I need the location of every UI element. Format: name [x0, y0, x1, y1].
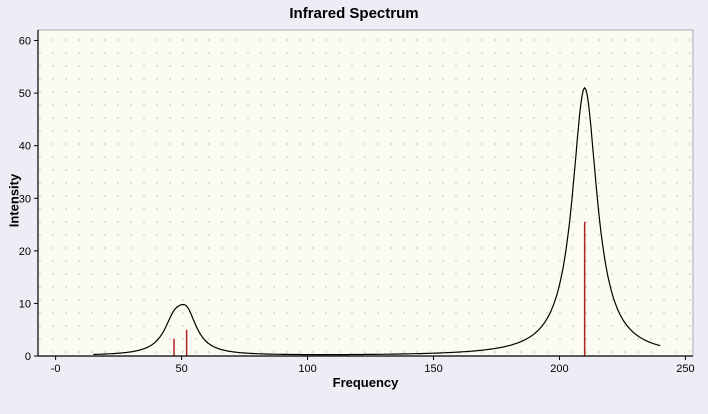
y-tick-label: 0	[25, 351, 31, 363]
y-tick-label: 30	[19, 193, 31, 205]
plot-area: 0 10 20 30 40 50 60 -0 50 100 150 200 250	[19, 29, 695, 375]
spectrum-curve	[93, 86, 661, 356]
y-tick-label: 60	[19, 36, 31, 48]
x-tick-label: 250	[676, 363, 694, 375]
x-tick-label: -0	[51, 363, 61, 375]
y-tick-label: 10	[19, 298, 31, 310]
x-tick-label: 150	[424, 363, 442, 375]
x-tick-label: 200	[550, 363, 568, 375]
y-tick-label: 40	[19, 141, 31, 153]
chart-title: Infrared Spectrum	[289, 5, 419, 22]
x-tick-label: 100	[298, 363, 316, 375]
y-axis-label: Intensity	[6, 173, 22, 228]
y-tick-label: 50	[19, 88, 31, 100]
x-axis-label: Frequency	[332, 375, 399, 390]
dotted-grid	[38, 30, 693, 356]
x-tick-label: 50	[175, 363, 187, 375]
y-tick-label: 20	[19, 246, 31, 258]
